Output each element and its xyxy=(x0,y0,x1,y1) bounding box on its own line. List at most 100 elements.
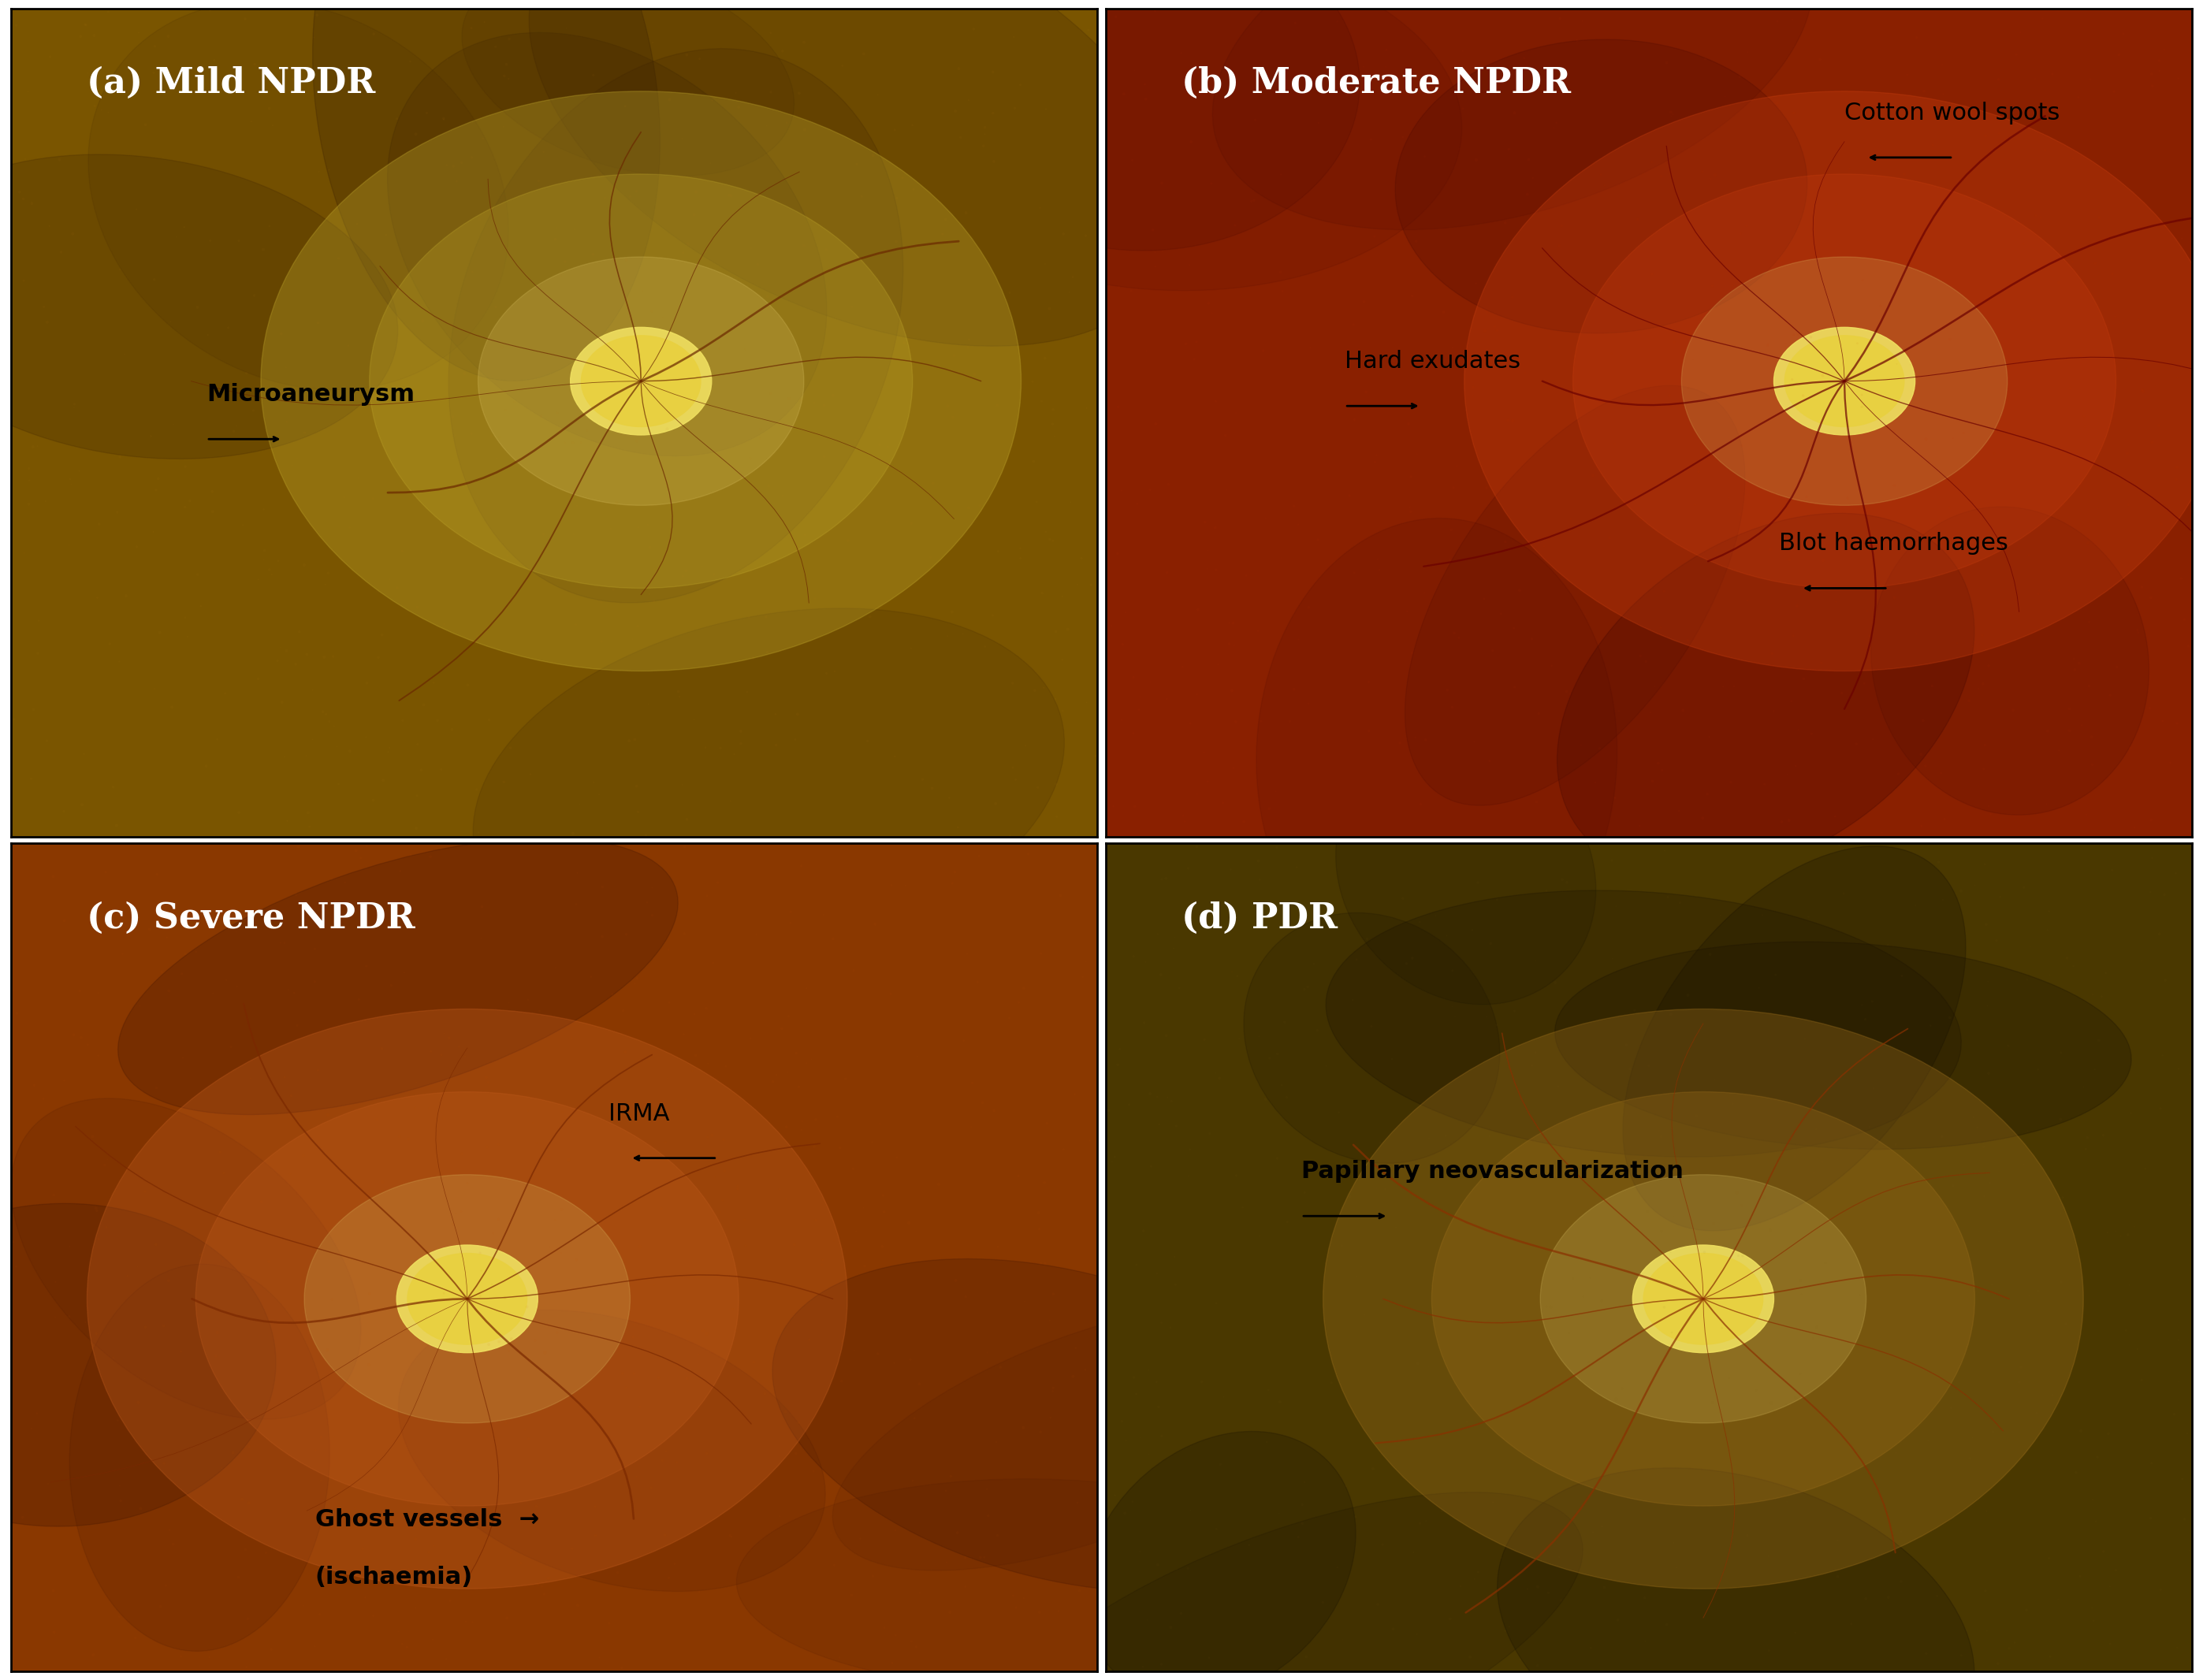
Point xyxy=(553,1025,588,1052)
Point xyxy=(1425,299,1461,326)
Point xyxy=(410,386,445,413)
Point xyxy=(152,309,187,336)
Ellipse shape xyxy=(736,1478,1328,1680)
Point xyxy=(1055,264,1090,291)
Point xyxy=(1714,769,1749,796)
Point xyxy=(696,1164,731,1191)
Point xyxy=(1068,948,1104,974)
Point xyxy=(152,978,187,1005)
Point xyxy=(1242,707,1278,734)
Point xyxy=(1260,833,1295,860)
Point xyxy=(1231,1532,1267,1559)
Point xyxy=(1359,1174,1394,1201)
Point xyxy=(2033,1643,2069,1670)
Point xyxy=(55,1021,90,1048)
Point xyxy=(1939,630,1974,657)
Point xyxy=(1696,1210,1732,1236)
Point xyxy=(167,941,203,968)
Point xyxy=(1899,620,1934,647)
Point xyxy=(831,528,866,554)
Point xyxy=(264,689,300,716)
Text: Hard exudates: Hard exudates xyxy=(1344,349,1520,373)
Point xyxy=(141,465,176,492)
Point xyxy=(2077,1509,2113,1536)
Point xyxy=(300,1057,335,1084)
Point xyxy=(2075,1608,2110,1635)
Ellipse shape xyxy=(976,1492,1582,1680)
Point xyxy=(282,618,317,645)
Point xyxy=(35,1578,70,1604)
Point xyxy=(1168,808,1203,835)
Point xyxy=(1952,1445,1987,1472)
Point xyxy=(2080,1443,2115,1470)
Point xyxy=(1322,354,1357,381)
Point xyxy=(436,403,471,430)
Point xyxy=(1765,808,1800,835)
Point xyxy=(791,260,826,287)
Point xyxy=(630,889,665,916)
Point xyxy=(1853,622,1888,648)
Point xyxy=(139,1231,174,1258)
Point xyxy=(1016,0,1051,22)
Point xyxy=(734,445,769,472)
Point xyxy=(485,334,520,361)
Point xyxy=(26,1085,62,1112)
Point xyxy=(405,692,441,719)
Point xyxy=(1121,696,1157,722)
Point xyxy=(311,707,346,734)
Point xyxy=(1624,642,1659,669)
Point xyxy=(1822,832,1857,858)
Point xyxy=(372,734,408,761)
Point xyxy=(2,178,37,205)
Point xyxy=(1214,958,1249,984)
Point xyxy=(1516,1052,1551,1079)
Point xyxy=(619,178,654,205)
Point xyxy=(1265,277,1300,304)
Point xyxy=(608,1038,643,1065)
Point xyxy=(573,963,608,990)
Point xyxy=(2049,1322,2084,1349)
Point xyxy=(1549,869,1584,895)
Point xyxy=(355,786,390,813)
Point xyxy=(95,1344,130,1371)
Point xyxy=(771,1058,806,1085)
Point xyxy=(634,874,670,900)
Point xyxy=(1496,615,1531,642)
Point xyxy=(976,601,1011,628)
Point xyxy=(101,1472,137,1499)
Point xyxy=(478,1495,513,1522)
Point xyxy=(2133,1505,2168,1532)
Point xyxy=(121,1389,156,1416)
Point xyxy=(650,1065,685,1092)
Point xyxy=(1322,1099,1357,1126)
Point xyxy=(196,380,231,407)
Point xyxy=(1943,877,1978,904)
Point xyxy=(1335,311,1370,338)
Point xyxy=(1575,1519,1610,1546)
Circle shape xyxy=(196,1092,738,1505)
Point xyxy=(379,106,414,133)
Point xyxy=(2172,1191,2203,1218)
Point xyxy=(1820,192,1855,218)
Point xyxy=(837,1337,872,1364)
Point xyxy=(1187,509,1223,536)
Point xyxy=(1104,477,1139,504)
Point xyxy=(1467,318,1502,344)
Point xyxy=(1740,974,1776,1001)
Point xyxy=(1793,225,1828,252)
Point xyxy=(652,86,687,113)
Point xyxy=(159,223,194,250)
Point xyxy=(1809,1250,1844,1277)
Circle shape xyxy=(1324,1010,2084,1589)
Point xyxy=(2060,84,2095,111)
Point xyxy=(1817,304,1853,331)
Point xyxy=(70,1032,106,1058)
Point xyxy=(1725,1243,1760,1270)
Point xyxy=(1035,396,1071,423)
Point xyxy=(2097,302,2133,329)
Point xyxy=(1033,526,1068,553)
Point xyxy=(108,917,143,944)
Point xyxy=(192,227,227,254)
Point xyxy=(348,833,383,860)
Point xyxy=(630,511,665,538)
